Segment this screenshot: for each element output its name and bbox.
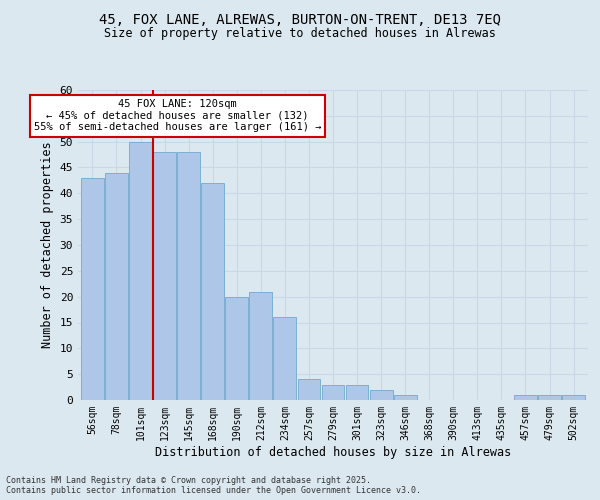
Bar [514, 395, 537, 400]
Bar [322, 384, 344, 400]
Bar [562, 395, 585, 400]
Bar [226, 296, 248, 400]
Text: 45 FOX LANE: 120sqm
← 45% of detached houses are smaller (132)
55% of semi-detac: 45 FOX LANE: 120sqm ← 45% of detached ho… [34, 100, 321, 132]
Bar [81, 178, 104, 400]
Bar [105, 172, 128, 400]
Bar [346, 384, 368, 400]
Bar [201, 183, 224, 400]
X-axis label: Distribution of detached houses by size in Alrewas: Distribution of detached houses by size … [155, 446, 511, 458]
Y-axis label: Number of detached properties: Number of detached properties [41, 142, 54, 348]
Text: Size of property relative to detached houses in Alrewas: Size of property relative to detached ho… [104, 28, 496, 40]
Bar [274, 318, 296, 400]
Bar [129, 142, 152, 400]
Text: 45, FOX LANE, ALREWAS, BURTON-ON-TRENT, DE13 7EQ: 45, FOX LANE, ALREWAS, BURTON-ON-TRENT, … [99, 12, 501, 26]
Bar [370, 390, 392, 400]
Text: Contains HM Land Registry data © Crown copyright and database right 2025.
Contai: Contains HM Land Registry data © Crown c… [6, 476, 421, 495]
Bar [250, 292, 272, 400]
Bar [153, 152, 176, 400]
Bar [177, 152, 200, 400]
Bar [394, 395, 416, 400]
Bar [298, 380, 320, 400]
Bar [538, 395, 561, 400]
